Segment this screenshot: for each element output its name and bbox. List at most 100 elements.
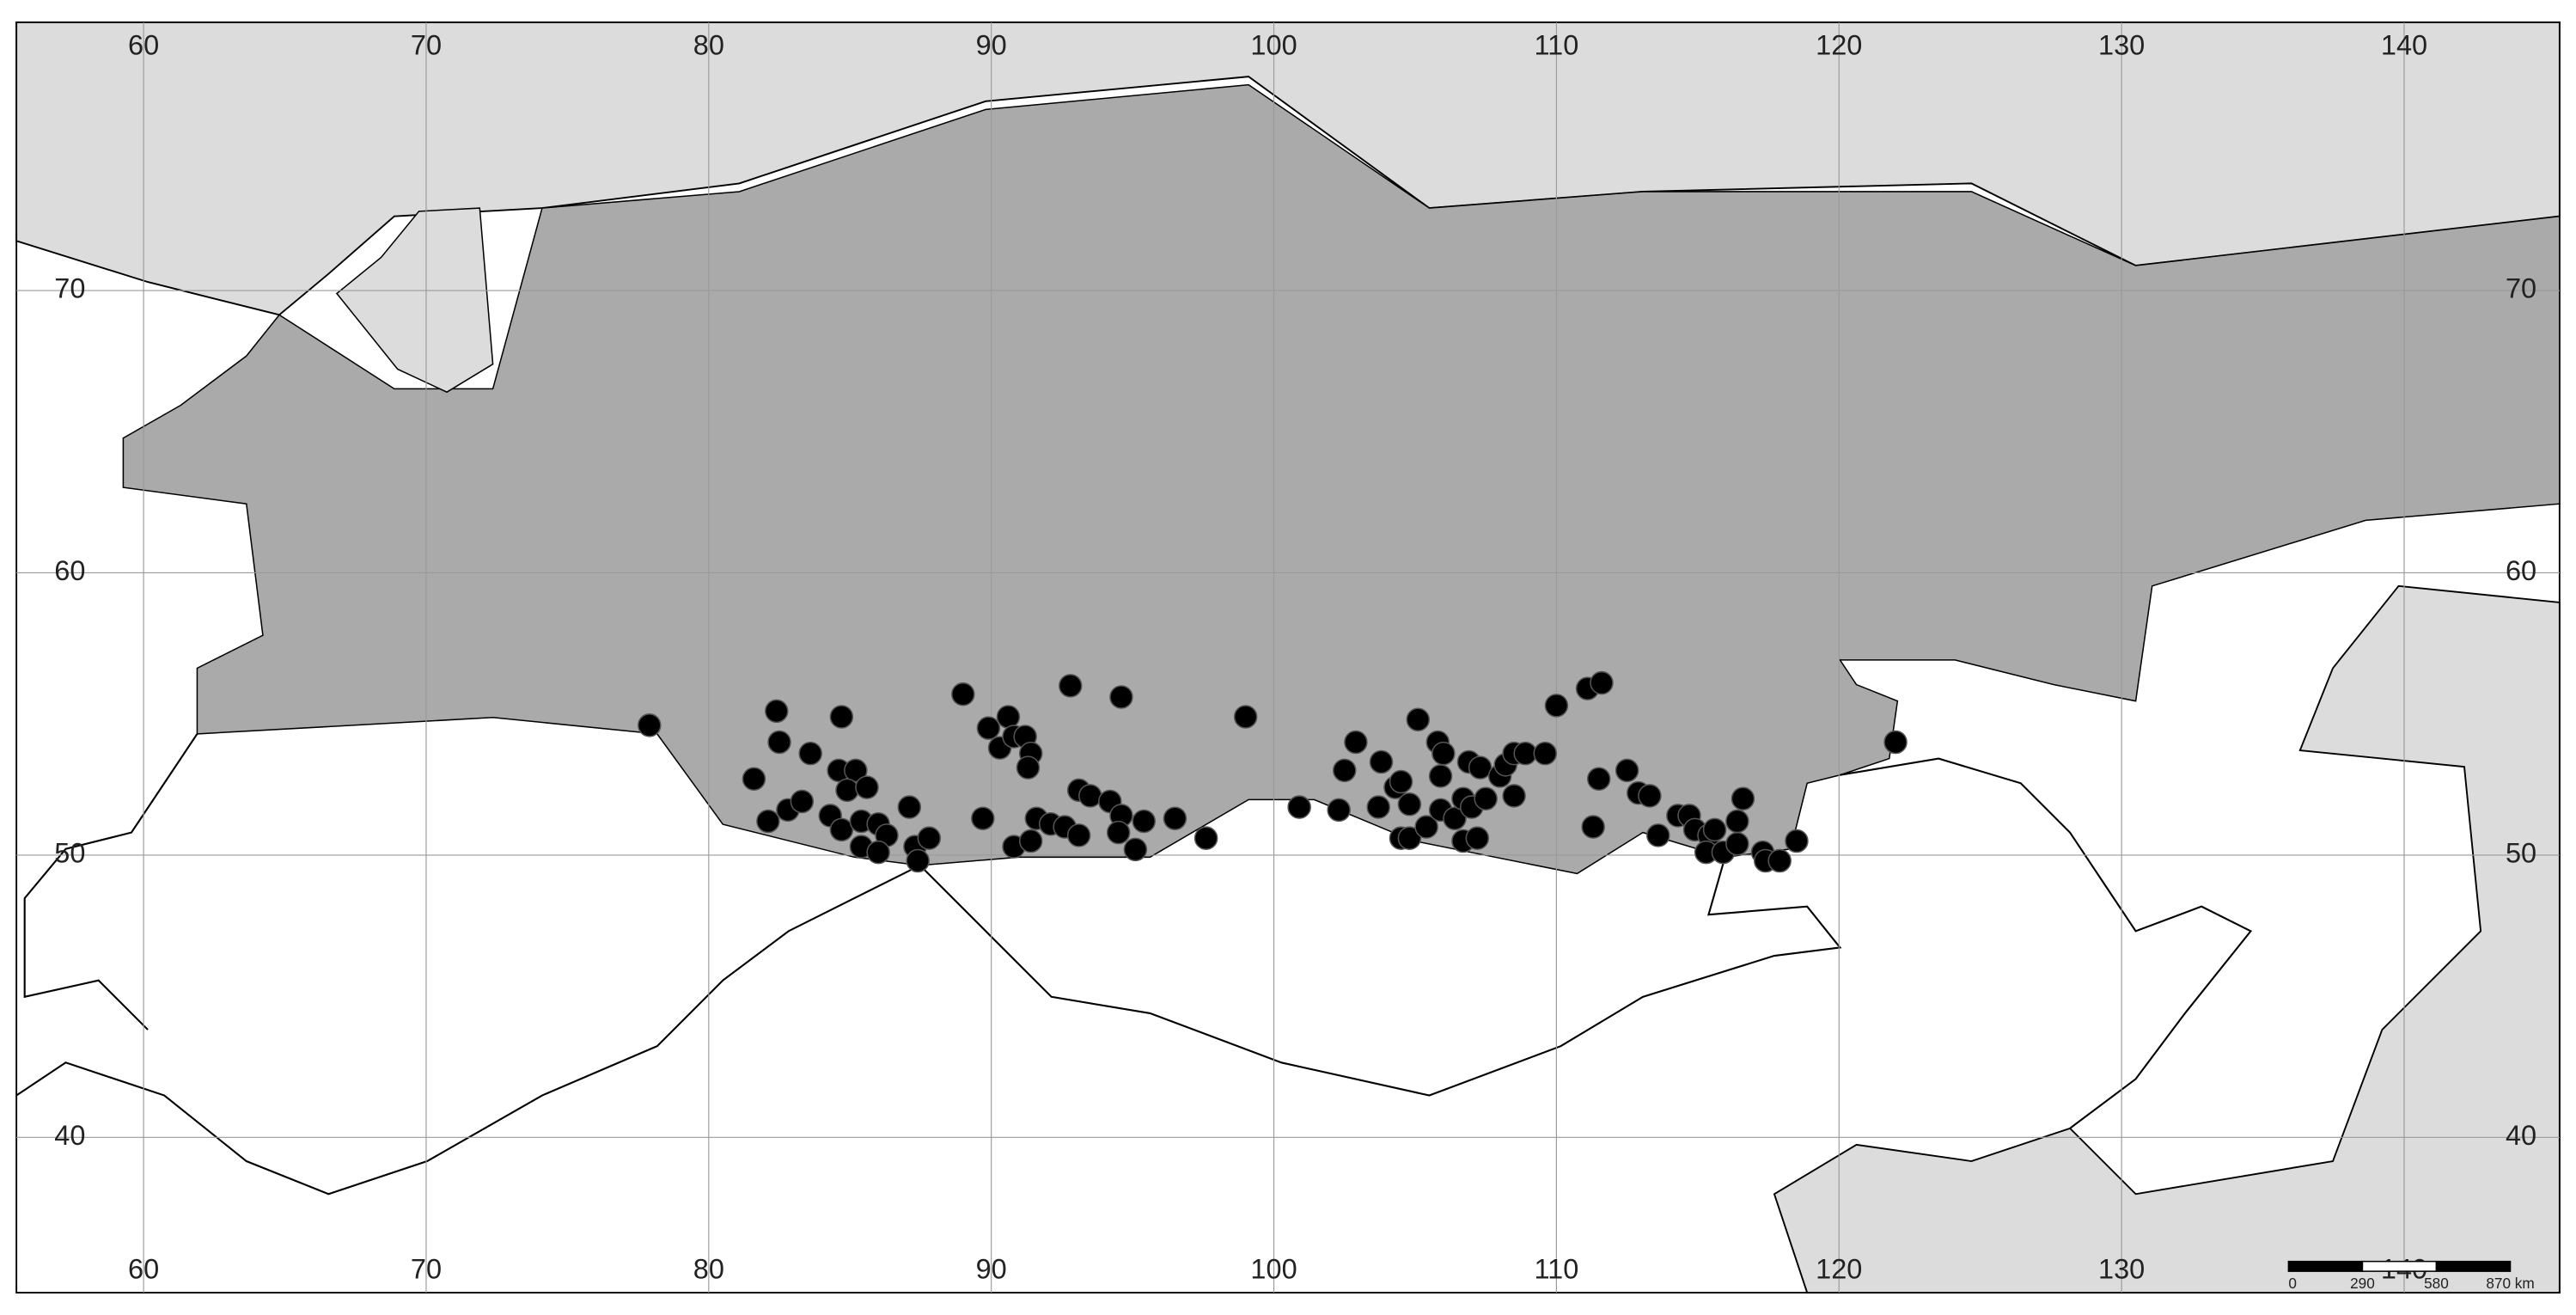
occurrence-point [1389,769,1413,794]
occurrence-point [1327,798,1351,823]
x-tick-label: 70 [411,1254,442,1285]
graticule [16,22,2560,1293]
occurrence-point [1513,741,1538,766]
occurrence-point [790,789,815,814]
y-tick-label: 50 [2506,837,2536,868]
occurrence-point [1193,826,1218,850]
occurrence-point [1638,784,1662,808]
occurrence-point [971,806,995,830]
scale-bar: 0 290 580 870 km [2287,1260,2535,1292]
occurrence-point [1059,674,1083,698]
occurrence-point [829,705,854,729]
country-border [15,864,921,1196]
y-tick-label: 50 [54,837,85,868]
x-tick-label: 130 [2098,29,2145,60]
occurrence-point [1767,848,1792,873]
occurrence-point [798,741,822,766]
x-tick-label: 90 [976,29,1007,60]
x-tick-label: 100 [1250,29,1297,60]
country-border [919,857,1842,1097]
occurrence-point [1018,829,1043,853]
scale-segment [2361,1260,2438,1272]
x-tick-label: 80 [693,1254,724,1285]
scale-segment [2435,1260,2512,1272]
country-border [23,733,198,1031]
occurrence-point [1016,755,1041,780]
occurrence-point [1066,823,1091,847]
occurrence-point [855,775,879,799]
x-tick-label: 60 [128,29,159,60]
occurrence-point [1590,670,1614,695]
scale-label: 580 [2424,1275,2449,1292]
occurrence-point [1465,826,1490,850]
occurrence-point [1366,795,1391,819]
country-border [1840,757,2253,1129]
y-tick-label: 60 [54,555,85,586]
occurrence-point [1333,758,1357,783]
occurrence-point [756,809,780,834]
occurrence-point [1581,815,1605,839]
x-tick-label: 110 [1535,29,1579,60]
occurrence-point [897,795,922,819]
x-tick-label: 140 [2381,29,2427,60]
occurrence-point [866,840,890,865]
occurrence-point [844,758,868,783]
occurrence-point [1233,705,1258,729]
occurrence-point [906,848,930,873]
occurrence-point [996,705,1021,729]
occurrence-point [1533,741,1558,766]
occurrence-point [1883,730,1908,755]
occurrence-point [1646,823,1670,847]
occurrence-point [1397,792,1422,817]
occurrence-point [638,713,662,737]
occurrence-point [1443,806,1467,830]
occurrence-point [1106,820,1131,845]
occurrence-point [742,767,766,791]
occurrence-point [917,826,942,850]
x-tick-label: 120 [1816,1254,1862,1285]
x-tick-label: 90 [976,1254,1007,1285]
occurrence-point [1132,809,1157,834]
occurrence-point [1544,694,1569,718]
occurrence-point [1287,795,1311,819]
occurrence-point [1502,784,1526,808]
y-tick-label: 70 [54,273,85,304]
x-tick-label: 120 [1816,29,1862,60]
occurrence-points [638,670,1908,873]
region-land [122,83,2561,875]
occurrence-point [1725,832,1749,856]
occurrence-point [1109,685,1133,709]
y-tick-label: 40 [54,1120,85,1151]
occurrence-point [1785,829,1809,853]
occurrence-point [1731,786,1755,810]
y-tick-label: 70 [2506,273,2536,304]
occurrence-point [835,778,859,803]
scale-segment [2287,1260,2364,1272]
x-tick-label: 80 [693,29,724,60]
eastern-sea [1773,584,2561,1294]
scale-label: 290 [2350,1275,2375,1292]
occurrence-point [1431,741,1456,766]
occurrence-point [1468,755,1492,780]
occurrence-point [1615,758,1639,783]
x-tick-label: 70 [411,29,442,60]
occurrence-point [1474,786,1498,810]
x-tick-label: 60 [128,1254,159,1285]
x-tick-label: 130 [2098,1254,2145,1285]
occurrence-point [1428,764,1453,788]
occurrence-point [767,730,791,755]
y-tick-label: 40 [2506,1120,2536,1151]
occurrence-point [1163,806,1187,830]
y-tick-label: 60 [2506,555,2536,586]
occurrence-point [829,817,854,842]
occurrence-point [1344,730,1368,755]
occurrence-point [1369,749,1394,774]
occurrence-point [1406,707,1431,732]
occurrence-point [976,716,1001,740]
occurrence-point [1397,826,1422,850]
x-tick-label: 100 [1250,1254,1297,1285]
tick-labels: 60 60 70 70 80 80 90 90 100 100 110 110 120 120 130 130… [54,29,2536,1284]
occurrence-point [1414,815,1438,839]
